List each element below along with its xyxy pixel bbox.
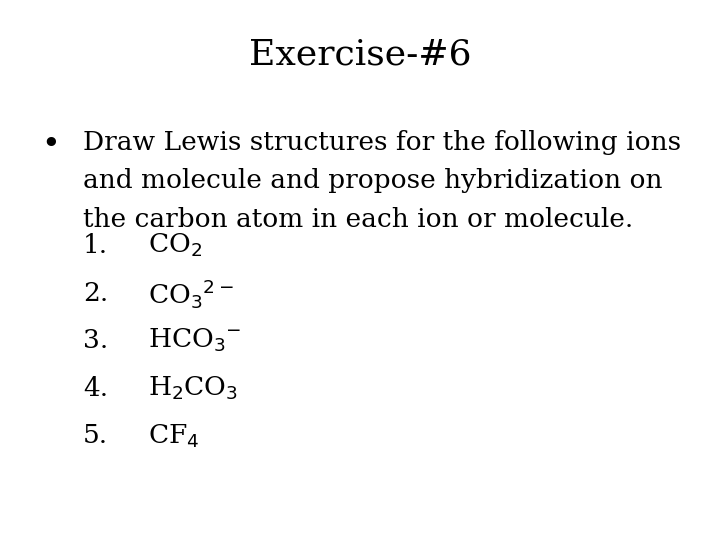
- Text: 4.: 4.: [83, 376, 108, 401]
- Text: CF$_{4}$: CF$_{4}$: [148, 422, 199, 449]
- Text: CO$_{2}$: CO$_{2}$: [148, 232, 202, 259]
- Text: H$_{2}$CO$_{3}$: H$_{2}$CO$_{3}$: [148, 375, 238, 402]
- Text: 1.: 1.: [83, 233, 108, 258]
- Text: •: •: [41, 130, 60, 160]
- Text: Exercise-#6: Exercise-#6: [248, 38, 472, 72]
- Text: and molecule and propose hybridization on: and molecule and propose hybridization o…: [83, 168, 662, 193]
- Text: HCO$_{3}$$^{-}$: HCO$_{3}$$^{-}$: [148, 327, 241, 354]
- Text: 2.: 2.: [83, 281, 108, 306]
- Text: 5.: 5.: [83, 423, 108, 448]
- Text: 3.: 3.: [83, 328, 108, 353]
- Text: the carbon atom in each ion or molecule.: the carbon atom in each ion or molecule.: [83, 207, 633, 232]
- Text: CO$_{3}$$^{2-}$: CO$_{3}$$^{2-}$: [148, 276, 233, 310]
- Text: Draw Lewis structures for the following ions: Draw Lewis structures for the following …: [83, 130, 681, 154]
